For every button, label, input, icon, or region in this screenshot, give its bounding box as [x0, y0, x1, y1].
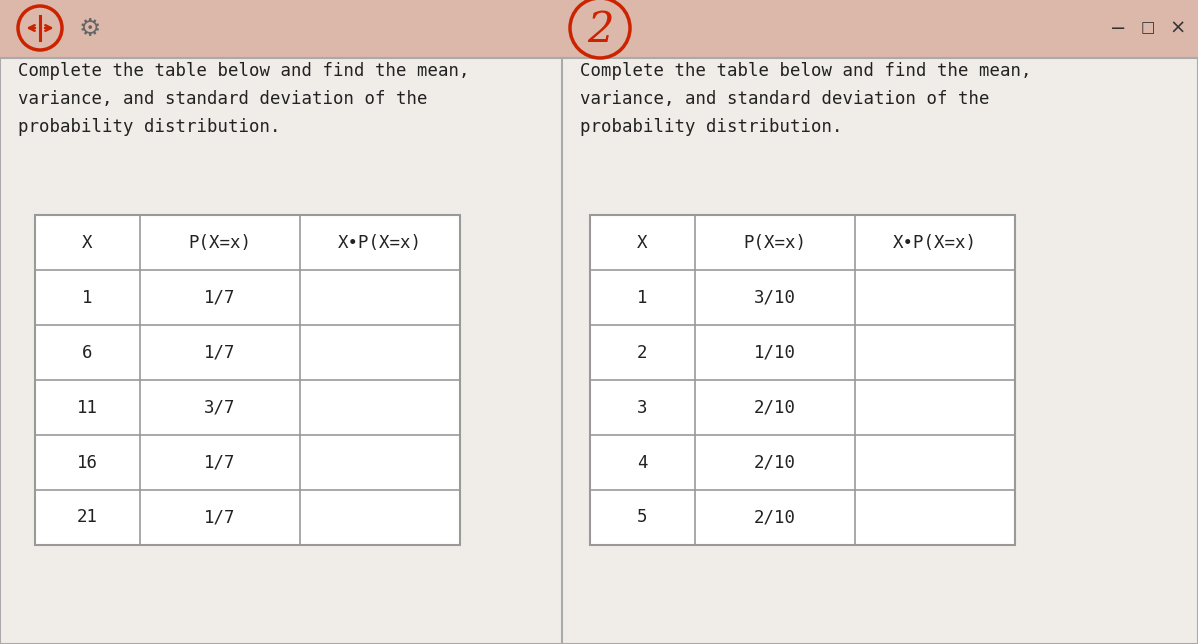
Text: 16: 16: [77, 453, 98, 471]
Text: X•P(X=x): X•P(X=x): [893, 234, 978, 252]
Text: 1: 1: [637, 289, 648, 307]
Text: ×: ×: [1169, 19, 1186, 37]
Text: −: −: [1109, 19, 1126, 37]
Text: X•P(X=x): X•P(X=x): [338, 234, 422, 252]
Text: 1/7: 1/7: [204, 453, 236, 471]
Text: 1/7: 1/7: [204, 343, 236, 361]
Text: 5: 5: [637, 509, 648, 527]
Text: probability distribution.: probability distribution.: [580, 118, 842, 136]
Text: 3: 3: [637, 399, 648, 417]
Bar: [0, 0, 1198, 58]
Text: variance, and standard deviation of the: variance, and standard deviation of the: [18, 90, 428, 108]
Text: X: X: [83, 234, 92, 252]
Text: 2/10: 2/10: [754, 399, 795, 417]
Text: variance, and standard deviation of the: variance, and standard deviation of the: [580, 90, 990, 108]
Bar: [35, 215, 460, 545]
Text: 2/10: 2/10: [754, 509, 795, 527]
Text: 11: 11: [77, 399, 98, 417]
Text: X: X: [637, 234, 648, 252]
Text: ⚙: ⚙: [79, 17, 101, 41]
Text: 3/7: 3/7: [204, 399, 236, 417]
Bar: [589, 215, 1015, 545]
Text: 2: 2: [637, 343, 648, 361]
Text: 1/7: 1/7: [204, 509, 236, 527]
Text: 2/10: 2/10: [754, 453, 795, 471]
Text: Complete the table below and find the mean,: Complete the table below and find the me…: [580, 62, 1031, 80]
Text: 21: 21: [77, 509, 98, 527]
Text: 1/10: 1/10: [754, 343, 795, 361]
Text: 4: 4: [637, 453, 648, 471]
Text: 3/10: 3/10: [754, 289, 795, 307]
Text: □: □: [1140, 21, 1155, 35]
Text: 1: 1: [83, 289, 92, 307]
Text: Complete the table below and find the mean,: Complete the table below and find the me…: [18, 62, 470, 80]
Text: 2: 2: [587, 9, 613, 51]
Text: P(X=x): P(X=x): [188, 234, 252, 252]
Text: probability distribution.: probability distribution.: [18, 118, 280, 136]
Text: 6: 6: [83, 343, 92, 361]
Text: P(X=x): P(X=x): [744, 234, 806, 252]
Text: 1/7: 1/7: [204, 289, 236, 307]
